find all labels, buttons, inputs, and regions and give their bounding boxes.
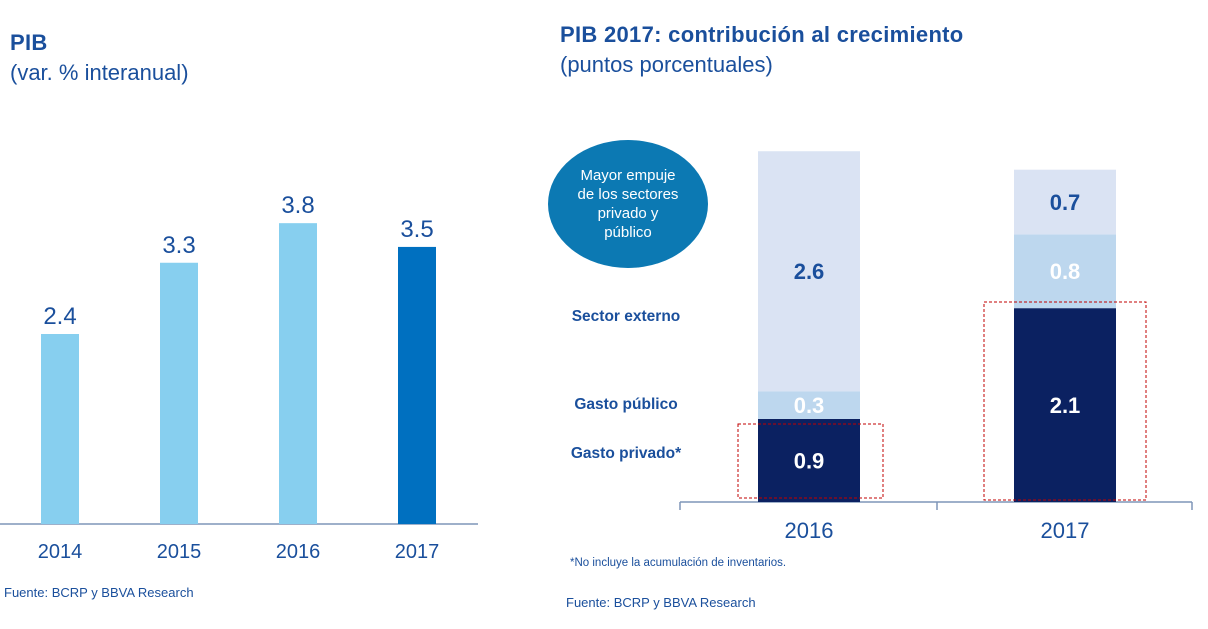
- inventory-footnote: *No incluye la acumulación de inventario…: [570, 557, 787, 569]
- segment-2016-sector-externo: [758, 151, 860, 392]
- segment-label-2016-0: 0.9: [794, 448, 825, 473]
- pib-tick-label-2016: 2016: [276, 541, 321, 563]
- legend-label-0: Gasto privado*: [571, 445, 682, 462]
- contribution-tick-label-2016: 2016: [785, 518, 834, 543]
- contribution-chart-title: PIB 2017: contribución al crecimiento: [560, 22, 964, 47]
- pib-chart-title: PIB: [10, 30, 48, 55]
- gasto-privado-highlight-box-2016: [737, 423, 884, 499]
- pib-bar-2017: [398, 246, 436, 524]
- pib-data-label-2016: 3.8: [281, 192, 314, 219]
- segment-label-2017-0: 2.1: [1050, 393, 1081, 418]
- insight-bubble: Mayor empuje de los sectores privado y p…: [548, 140, 708, 268]
- segment-label-2016-1: 0.3: [794, 393, 825, 418]
- pib-source-text: Fuente: BCRP y BBVA Research: [4, 585, 194, 600]
- pib-bar-2016: [279, 223, 317, 524]
- segment-label-2016-2: 2.6: [794, 259, 825, 284]
- segment-label-2017-1: 0.8: [1050, 259, 1081, 284]
- contribution-chart-subtitle: (puntos porcentuales): [560, 52, 773, 77]
- pib-data-label-2015: 3.3: [162, 232, 195, 259]
- pib-tick-label-2015: 2015: [157, 541, 202, 563]
- segment-2016-gasto-privado: [758, 418, 860, 502]
- segment-2017-sector-externo: [1014, 169, 1116, 235]
- segment-2017-gasto-publico: [1014, 234, 1116, 309]
- contribution-panel: PIB 2017: contribución al crecimiento (p…: [540, 0, 1208, 629]
- segment-2017-gasto-privado: [1014, 308, 1116, 502]
- segment-label-2017-2: 0.7: [1050, 190, 1081, 215]
- pib-bar-chart: 2.4 2014 3.3 2015 3.8 2016 3.5 2017: [0, 192, 478, 563]
- pib-data-label-2017: 3.5: [400, 216, 433, 243]
- legend-label-1: Gasto público: [574, 396, 677, 413]
- pib-bar-2014: [41, 334, 79, 524]
- pib-bar-2015: [160, 262, 198, 524]
- pib-tick-label-2017: 2017: [395, 541, 440, 563]
- insight-bubble-text: Mayor empuje de los sectores privado y p…: [577, 167, 679, 241]
- gasto-privado-highlight-box-2017: [983, 301, 1147, 501]
- contribution-source-text: Fuente: BCRP y BBVA Research: [566, 595, 756, 610]
- pib-data-label-2014: 2.4: [43, 303, 76, 330]
- contribution-tick-label-2017: 2017: [1041, 518, 1090, 543]
- segment-2016-gasto-publico: [758, 391, 860, 419]
- pib-growth-panel: PIB (var. % interanual) 2.4 2014 3.3 2015 3.…: [0, 0, 490, 629]
- contribution-stacked-chart: 0.9 0.3 2.6 2016 2.1 0.8 0.7 2017 Gasto privado*…: [571, 151, 1193, 543]
- legend-label-2: Sector externo: [572, 308, 681, 325]
- pib-chart-subtitle: (var. % interanual): [10, 60, 189, 85]
- pib-tick-label-2014: 2014: [38, 541, 83, 563]
